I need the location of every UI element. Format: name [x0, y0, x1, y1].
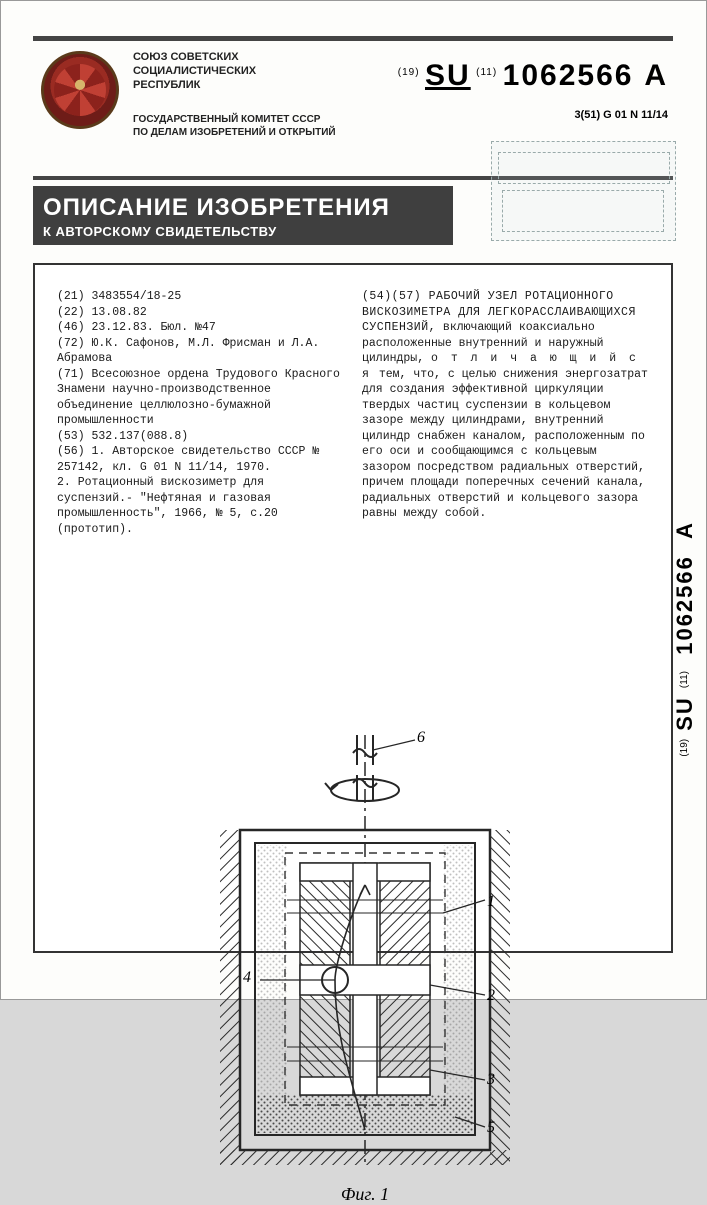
code-kind: A — [644, 59, 668, 92]
side-cc: SU — [672, 696, 697, 731]
label-4: 4 — [243, 969, 251, 987]
label-1: 1 — [487, 893, 495, 911]
committee-line: ПО ДЕЛАМ ИЗОБРЕТЕНИЙ И ОТКРЫТИЙ — [133, 127, 676, 140]
label-5: 5 — [487, 1119, 495, 1137]
label-6: 6 — [417, 729, 425, 747]
field-46: (46) 23.12.83. Бюл. №47 — [57, 320, 344, 336]
figure: 1 2 3 5 4 6 Фиг. 1 — [185, 735, 545, 1205]
patent-page: СОЮЗ СОВЕТСКИХ СОЦИАЛИСТИЧЕСКИХ РЕСПУБЛИ… — [0, 0, 707, 1000]
abstract-body2: тем, что, с целью снижения энергозатрат … — [362, 368, 648, 521]
right-column: (54)(57) РАБОЧИЙ УЗЕЛ РОТАЦИОННОГО ВИСКО… — [362, 289, 649, 537]
patent-code: (19) SU (11) 1062566 A — [398, 59, 668, 93]
field-22: (22) 13.08.82 — [57, 305, 344, 321]
title-main: ОПИСАНИЕ ИЗОБРЕТЕНИЯ — [43, 194, 443, 222]
side-patent-code: (19) SU (11) 1062566 A — [672, 521, 698, 757]
figure-caption: Фиг. 1 — [341, 1184, 389, 1205]
side-prefix11: (11) — [679, 671, 690, 688]
content-frame: (21) 3483554/18-25 (22) 13.08.82 (46) 23… — [33, 263, 673, 953]
label-2: 2 — [487, 987, 495, 1005]
field-56b: 2. Ротационный вискозиметр для суспензий… — [57, 475, 344, 537]
field-53: (53) 532.137(088.8) — [57, 429, 344, 445]
field-72: (72) Ю.К. Сафонов, М.Л. Фрисман и Л.А. А… — [57, 336, 344, 367]
figure-svg — [185, 735, 545, 1185]
side-prefix19: (19) — [679, 739, 690, 757]
field-21: (21) 3483554/18-25 — [57, 289, 344, 305]
code-prefix: (19) — [398, 67, 420, 78]
stamp-overlay — [491, 141, 676, 241]
field-71: (71) Всесоюзное ордена Трудового Красног… — [57, 367, 344, 429]
title-block: ОПИСАНИЕ ИЗОБРЕТЕНИЯ К АВТОРСКОМУ СВИДЕТ… — [33, 186, 453, 245]
code-kind-prefix: (11) — [476, 67, 497, 78]
label-3: 3 — [487, 1071, 495, 1089]
code-number: 1062566 — [503, 59, 634, 92]
top-rule — [33, 36, 673, 41]
classification: 3(51) G 01 N 11/14 — [574, 109, 668, 121]
ussr-emblem — [41, 51, 119, 129]
title-sub: К АВТОРСКОМУ СВИДЕТЕЛЬСТВУ — [43, 224, 443, 239]
left-column: (21) 3483554/18-25 (22) 13.08.82 (46) 23… — [57, 289, 344, 537]
field-56a: (56) 1. Авторское свидетельство СССР № 2… — [57, 444, 344, 475]
columns: (21) 3483554/18-25 (22) 13.08.82 (46) 23… — [35, 265, 671, 547]
side-number: 1062566 — [672, 555, 697, 655]
side-kind: A — [672, 521, 697, 539]
code-cc: SU — [425, 59, 471, 92]
